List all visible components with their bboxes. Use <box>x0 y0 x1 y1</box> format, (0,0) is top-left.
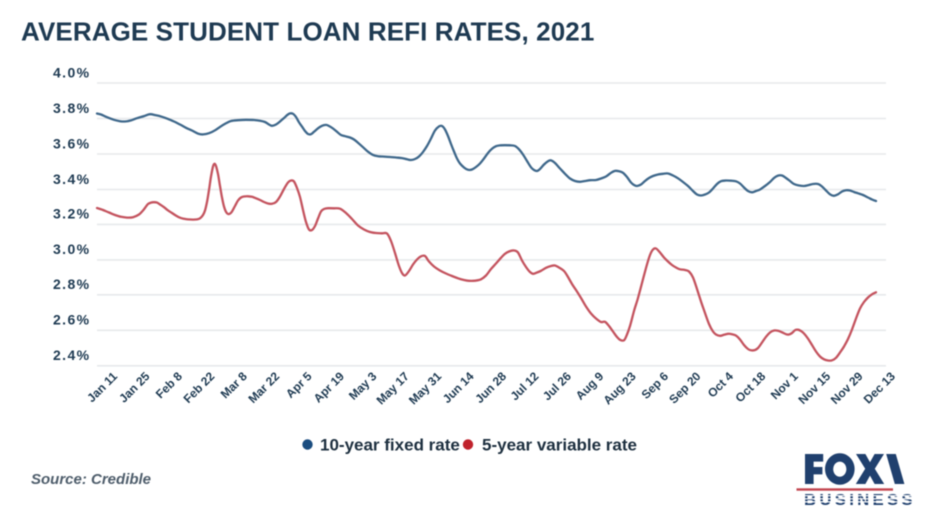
svg-text:3.8%: 3.8% <box>53 100 91 116</box>
svg-text:3.6%: 3.6% <box>53 135 91 151</box>
svg-text:Source: Credible: Source: Credible <box>31 471 151 488</box>
svg-text:3.2%: 3.2% <box>53 206 91 222</box>
svg-text:AVERAGE STUDENT LOAN REFI RATE: AVERAGE STUDENT LOAN REFI RATES, 2021 <box>21 16 594 46</box>
svg-text:3.0%: 3.0% <box>53 241 91 257</box>
svg-text:2.8%: 2.8% <box>53 276 91 292</box>
svg-text:3.4%: 3.4% <box>53 171 91 187</box>
svg-text:5-year variable rate: 5-year variable rate <box>482 436 637 455</box>
svg-text:4.0%: 4.0% <box>53 64 91 80</box>
svg-text:BUSINESS: BUSINESS <box>804 491 916 509</box>
svg-text:10-year fixed rate: 10-year fixed rate <box>320 436 460 455</box>
svg-text:2.4%: 2.4% <box>53 347 91 363</box>
svg-text:2.6%: 2.6% <box>53 312 91 328</box>
